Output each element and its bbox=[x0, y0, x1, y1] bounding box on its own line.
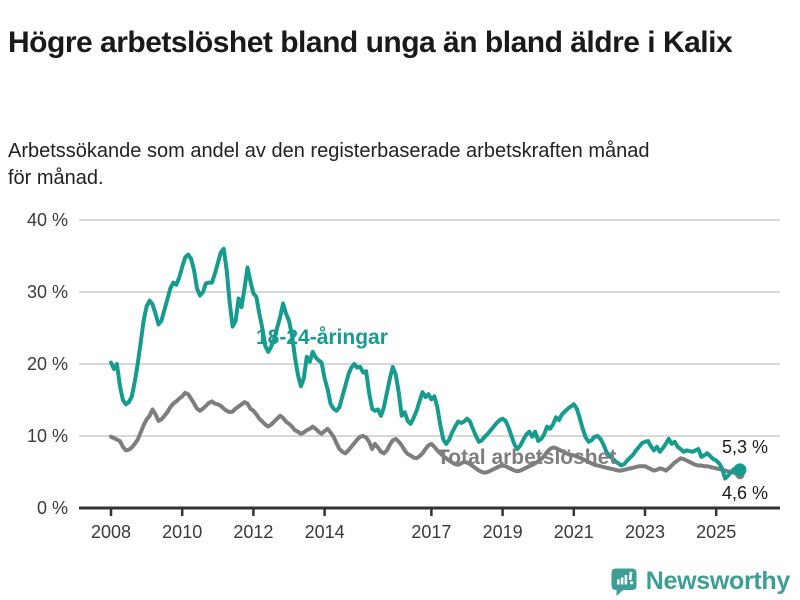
y-tick-label: 20 % bbox=[27, 354, 68, 374]
page-subtitle: Arbetssökande som andel av den registerb… bbox=[8, 140, 650, 189]
end-value-youth: 5,3 % bbox=[722, 437, 769, 457]
x-tick-label: 2021 bbox=[554, 522, 594, 542]
end-value-total: 4,6 % bbox=[722, 483, 769, 503]
x-tick-label: 2025 bbox=[696, 522, 736, 542]
y-tick-label: 30 % bbox=[27, 282, 68, 302]
y-tick-label: 40 % bbox=[27, 210, 68, 230]
newsworthy-logo-text: Newsworthy bbox=[645, 566, 791, 595]
x-tick-label: 2014 bbox=[305, 522, 345, 542]
x-tick-label: 2019 bbox=[483, 522, 523, 542]
x-tick-label: 2008 bbox=[91, 522, 131, 542]
y-tick-label: 0 % bbox=[37, 498, 68, 518]
series-label-youth: 18-24-åringar bbox=[256, 326, 388, 349]
x-tick-label: 2010 bbox=[162, 522, 202, 542]
x-tick-label: 2012 bbox=[233, 522, 273, 542]
total-series-line bbox=[109, 390, 742, 477]
page-title: Högre arbetslöshet bland unga än bland ä… bbox=[8, 26, 733, 60]
series-label-total: Total arbetslöshet bbox=[437, 446, 617, 469]
x-tick-label: 2023 bbox=[625, 522, 665, 542]
youth-end-dot bbox=[733, 463, 747, 477]
youth-series-line bbox=[109, 246, 742, 481]
x-tick-label: 2017 bbox=[411, 522, 451, 542]
y-tick-label: 10 % bbox=[27, 426, 68, 446]
newsworthy-logo[interactable]: Newsworthy bbox=[609, 566, 790, 596]
bar-chart-bubble-icon bbox=[611, 568, 637, 596]
